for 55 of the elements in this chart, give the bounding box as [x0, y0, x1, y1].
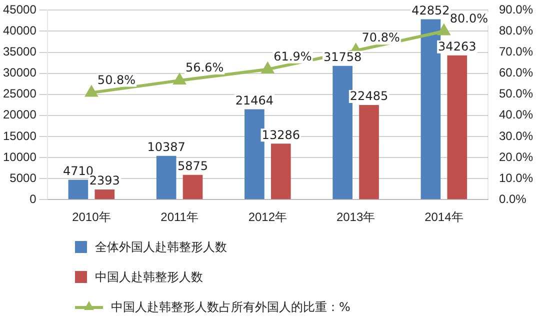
data-label: 13286	[262, 128, 300, 142]
data-label: 61.9%	[274, 49, 312, 64]
y-tick-label: 15000	[2, 128, 37, 143]
bar	[94, 190, 115, 200]
legend-label: 中国人赴韩整形人数占所有外国人的比重：%	[111, 298, 350, 316]
y2-tick-label: 30.0%	[498, 128, 534, 143]
y2-tick-label: 40.0%	[498, 108, 534, 122]
data-label: 50.8%	[97, 72, 136, 87]
bar	[270, 144, 291, 200]
legend-label: 中国人赴韩整形人数	[95, 268, 203, 286]
y-tick-label: 45000	[2, 2, 37, 17]
legend-label: 全体外国人赴韩整形人数	[95, 238, 227, 256]
point	[86, 86, 98, 97]
y2-tick-label: 60.0%	[498, 66, 534, 80]
bar	[156, 156, 176, 200]
bar	[244, 109, 264, 200]
data-label: 5875	[178, 159, 208, 173]
point	[438, 24, 450, 36]
x-tick-label: 2011年	[160, 210, 198, 224]
point	[174, 74, 186, 84]
x-tick-label: 2012年	[248, 210, 288, 224]
bar	[68, 180, 88, 200]
y-tick-label: 0	[30, 192, 37, 206]
data-label: 10387	[147, 140, 186, 154]
data-label: 2393	[89, 174, 120, 188]
y-tick-label: 10000	[2, 150, 37, 164]
y-tick-label: 35000	[2, 44, 37, 59]
y-tick-label: 5000	[10, 170, 37, 185]
y2-tick-label: 20.0%	[498, 150, 534, 164]
y2-tick-label: 10.0%	[498, 170, 534, 185]
data-label: 34263	[438, 40, 476, 54]
y2-tick-label: 70.0%	[498, 44, 534, 59]
bar	[447, 55, 468, 200]
data-label: 21464	[235, 93, 274, 108]
y-tick-label: 30000	[2, 66, 37, 80]
y2-tick-label: 50.0%	[498, 86, 534, 101]
x-tick-label: 2010年	[72, 210, 111, 224]
x-tick-label: 2014年	[424, 210, 464, 224]
y2-tick-label: 0.0%	[498, 192, 527, 206]
bar	[332, 66, 352, 200]
data-label: 56.6%	[186, 60, 224, 75]
data-label: 42852	[412, 3, 450, 18]
data-label: 80.0%	[450, 11, 488, 26]
y-tick-label: 25000	[2, 86, 37, 101]
data-label: 22485	[350, 89, 388, 104]
bar	[182, 174, 203, 200]
data-label: 31758	[323, 50, 362, 64]
y-tick-label: 40000	[2, 24, 37, 38]
y2-tick-label: 80.0%	[498, 24, 534, 38]
x-tick-label: 2013年	[336, 210, 376, 224]
data-label: 70.8%	[362, 30, 400, 45]
y2-tick-label: 90.0%	[498, 2, 534, 17]
y-tick-label: 20000	[2, 108, 37, 122]
point	[262, 62, 274, 74]
bar	[359, 104, 379, 200]
